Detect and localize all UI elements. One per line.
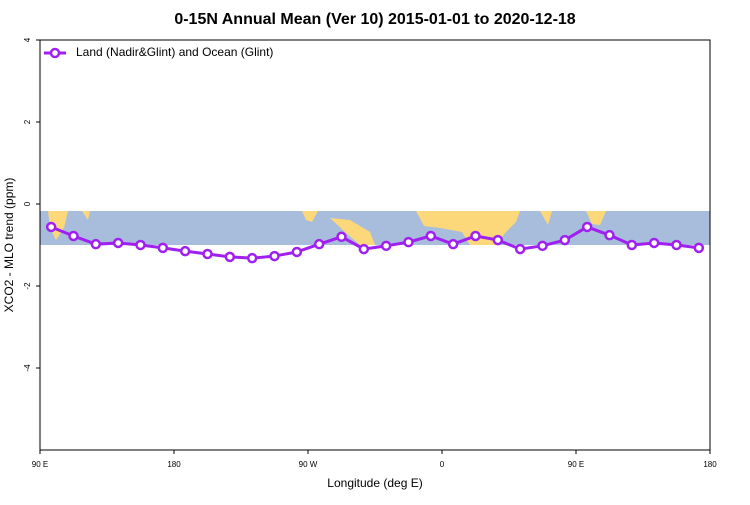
data-point bbox=[45, 221, 57, 233]
plot-frame bbox=[39, 39, 711, 451]
data-point bbox=[246, 252, 258, 264]
data-point bbox=[202, 248, 213, 260]
data-point bbox=[470, 230, 481, 242]
data-point bbox=[581, 221, 593, 233]
data-point bbox=[626, 239, 638, 251]
data-point bbox=[492, 234, 504, 246]
x-tick-label: 90 E bbox=[568, 460, 584, 469]
data-point bbox=[380, 240, 392, 252]
x-axis-label: Longitude (deg E) bbox=[327, 476, 422, 490]
data-point bbox=[425, 230, 437, 242]
data-point bbox=[90, 238, 102, 250]
y-tick-label: 0 bbox=[23, 201, 32, 206]
y-tick-label: 2 bbox=[23, 119, 32, 124]
legend-marker bbox=[49, 47, 61, 59]
data-point bbox=[403, 236, 414, 248]
x-tick-label: 0 bbox=[440, 460, 445, 469]
x-tick-label: 90 E bbox=[32, 460, 48, 469]
y-axis-label: XCO2 - MLO trend (ppm) bbox=[2, 178, 16, 313]
data-point bbox=[559, 234, 571, 246]
data-point bbox=[68, 230, 79, 242]
data-point bbox=[604, 229, 615, 241]
legend-label: Land (Nadir&Glint) and Ocean (Glint) bbox=[76, 45, 273, 59]
data-point bbox=[693, 242, 705, 254]
data-point bbox=[358, 243, 370, 255]
y-tick-label: 4 bbox=[23, 37, 32, 42]
data-point bbox=[447, 238, 459, 250]
x-tick-label: 180 bbox=[167, 460, 181, 469]
data-point bbox=[224, 251, 236, 263]
data-point bbox=[537, 240, 548, 252]
y-tick-label: -2 bbox=[23, 282, 32, 290]
data-point bbox=[291, 246, 303, 258]
data-point bbox=[313, 238, 325, 250]
chart-title: 0-15N Annual Mean (Ver 10) 2015-01-01 to… bbox=[174, 11, 575, 28]
data-point bbox=[135, 239, 146, 251]
x-tick-label: 90 W bbox=[299, 460, 318, 469]
data-point bbox=[671, 239, 682, 251]
map-background bbox=[40, 211, 710, 245]
x-tick-label: 180 bbox=[703, 460, 717, 469]
data-point bbox=[157, 242, 169, 254]
y-tick-label: -4 bbox=[23, 364, 32, 372]
data-point bbox=[648, 237, 660, 249]
data-point bbox=[336, 231, 347, 243]
data-point bbox=[179, 245, 191, 257]
data-point bbox=[269, 250, 280, 262]
data-point bbox=[514, 243, 526, 255]
data-point bbox=[112, 237, 124, 249]
